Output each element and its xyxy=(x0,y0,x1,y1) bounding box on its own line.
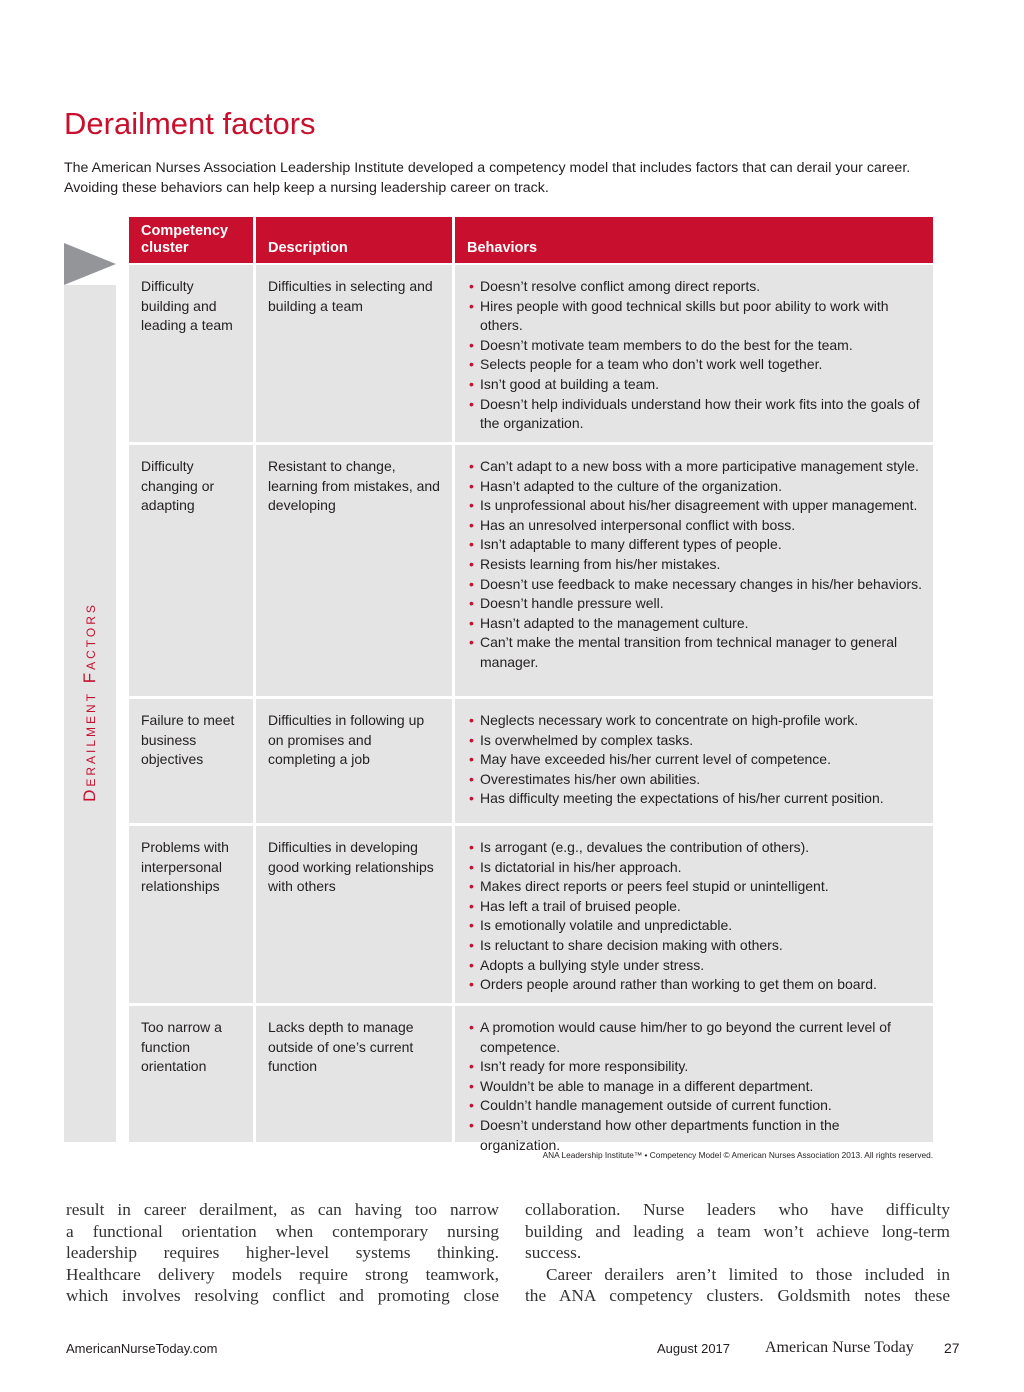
intro: The American Nurses Association Leadersh… xyxy=(64,160,911,196)
behavior: Is reluctant to share decision making wi… xyxy=(469,936,923,956)
body-line: result in career derailment, as can havi… xyxy=(66,1200,499,1219)
cluster-cell: Difficulty building and leading a team xyxy=(129,265,253,442)
behavior: Couldn’t handle management outside of cu… xyxy=(469,1096,923,1116)
behavior: Hasn’t adapted to the culture of the org… xyxy=(469,477,923,497)
body-line: collaboration. Nurse leaders who have di… xyxy=(525,1200,950,1219)
cluster-cell: Too narrow a function orientation xyxy=(129,1006,253,1142)
behavior: Has left a trail of bruised people. xyxy=(469,897,923,917)
behavior: Isn’t adaptable to many different types … xyxy=(469,535,923,555)
behavior: Wouldn’t be able to manage in a differen… xyxy=(469,1077,923,1097)
body-line: Healthcare delivery models require stron… xyxy=(66,1264,499,1284)
title: Derailment factors xyxy=(64,106,316,141)
behavior: Resists learning from his/her mistakes. xyxy=(469,555,923,575)
body-line: which involves resolving conflict and pr… xyxy=(66,1286,499,1305)
behavior: Doesn’t understand how other departments… xyxy=(469,1116,923,1155)
behavior: Can’t adapt to a new boss with a more pa… xyxy=(469,457,923,477)
cluster-cell: Difficulty changing or adapting xyxy=(129,445,253,696)
behavior: Orders people around rather than working… xyxy=(469,975,923,995)
behavior-list: Is arrogant (e.g., devalues the contribu… xyxy=(469,838,923,995)
behavior: A promotion would cause him/her to go be… xyxy=(469,1018,923,1057)
behavior: Is dictatorial in his/her approach. xyxy=(469,858,923,878)
behavior: Is arrogant (e.g., devalues the contribu… xyxy=(469,838,923,858)
footer-date: August 2017 xyxy=(657,1341,731,1356)
behavior: Selects people for a team who don’t work… xyxy=(469,355,923,375)
behavior: Doesn’t help individuals understand how … xyxy=(469,395,923,434)
behaviors-cell: Doesn’t resolve conflict among direct re… xyxy=(455,265,933,442)
column-header: Behaviors xyxy=(455,217,933,263)
body-line: Career derailers aren’t limited to those… xyxy=(546,1264,950,1284)
cluster-cell: Problems with interpersonal relationship… xyxy=(129,826,253,1003)
behavior: Overestimates his/her own abilities. xyxy=(469,770,923,790)
behavior: Is emotionally volatile and unpredictabl… xyxy=(469,916,923,936)
behavior-list: Doesn’t resolve conflict among direct re… xyxy=(469,277,923,434)
description-cell: Resistant to change, learning from mista… xyxy=(256,445,452,696)
description-cell: Lacks depth to manage outside of one’s c… xyxy=(256,1006,452,1142)
cluster-cell: Failure to meet business objectives xyxy=(129,699,253,823)
column-header: Description xyxy=(256,217,452,263)
behavior: Isn’t good at building a team. xyxy=(469,375,923,395)
body-line: a functional orientation when contempora… xyxy=(66,1221,499,1241)
body-column: collaboration. Nurse leaders who have di… xyxy=(525,1199,950,1307)
behavior: Adopts a bullying style under stress. xyxy=(469,956,923,976)
description-cell: Difficulties in following up on promises… xyxy=(256,699,452,823)
behavior: Is overwhelmed by complex tasks. xyxy=(469,731,923,751)
description-cell: Difficulties in developing good working … xyxy=(256,826,452,1003)
body-line: the ANA competency clusters. Goldsmith n… xyxy=(525,1286,950,1305)
behavior: Hasn’t adapted to the management culture… xyxy=(469,614,923,634)
credit: ANA Leadership Institute™ • Competency M… xyxy=(542,1150,933,1160)
behavior-list: Can’t adapt to a new boss with a more pa… xyxy=(469,457,923,673)
behavior: Neglects necessary work to concentrate o… xyxy=(469,711,923,731)
sidebar-label: Derailment Factors xyxy=(80,602,99,802)
behaviors-cell: Neglects necessary work to concentrate o… xyxy=(455,699,933,823)
behavior: Is unprofessional about his/her disagree… xyxy=(469,496,923,516)
behavior: Hires people with good technical skills … xyxy=(469,297,923,336)
behavior: Isn’t ready for more responsibility. xyxy=(469,1057,923,1077)
behavior: Doesn’t use feedback to make necessary c… xyxy=(469,575,923,595)
behavior: Makes direct reports or peers feel stupi… xyxy=(469,877,923,897)
behavior: Has difficulty meeting the expectations … xyxy=(469,789,923,809)
behavior: Can’t make the mental transition from te… xyxy=(469,633,923,672)
body-line: leadership requires higher-level systems… xyxy=(66,1243,499,1262)
behavior: Doesn’t motivate team members to do the … xyxy=(469,336,923,356)
arrow xyxy=(64,243,116,285)
footer-magazine: American Nurse Today xyxy=(765,1339,914,1356)
behavior-list: Neglects necessary work to concentrate o… xyxy=(469,711,923,809)
behavior-list: A promotion would cause him/her to go be… xyxy=(469,1018,923,1155)
body-line: building and leading a team won’t achiev… xyxy=(525,1221,950,1241)
behavior: Doesn’t handle pressure well. xyxy=(469,594,923,614)
sidebar xyxy=(64,285,116,1142)
behavior: Doesn’t resolve conflict among direct re… xyxy=(469,277,923,297)
behaviors-cell: Is arrogant (e.g., devalues the contribu… xyxy=(455,826,933,1003)
behavior: May have exceeded his/her current level … xyxy=(469,750,923,770)
footer-website: AmericanNurseToday.com xyxy=(66,1341,218,1356)
column-header: Competency cluster xyxy=(129,217,253,263)
body-column: result in career derailment, as can havi… xyxy=(66,1199,499,1307)
page-number: 27 xyxy=(944,1340,960,1356)
body-line: success. xyxy=(525,1243,582,1262)
behavior: Has an unresolved interpersonal conflict… xyxy=(469,516,923,536)
behaviors-cell: Can’t adapt to a new boss with a more pa… xyxy=(455,445,933,696)
description-cell: Difficulties in selecting and building a… xyxy=(256,265,452,442)
behaviors-cell: A promotion would cause him/her to go be… xyxy=(455,1006,933,1153)
